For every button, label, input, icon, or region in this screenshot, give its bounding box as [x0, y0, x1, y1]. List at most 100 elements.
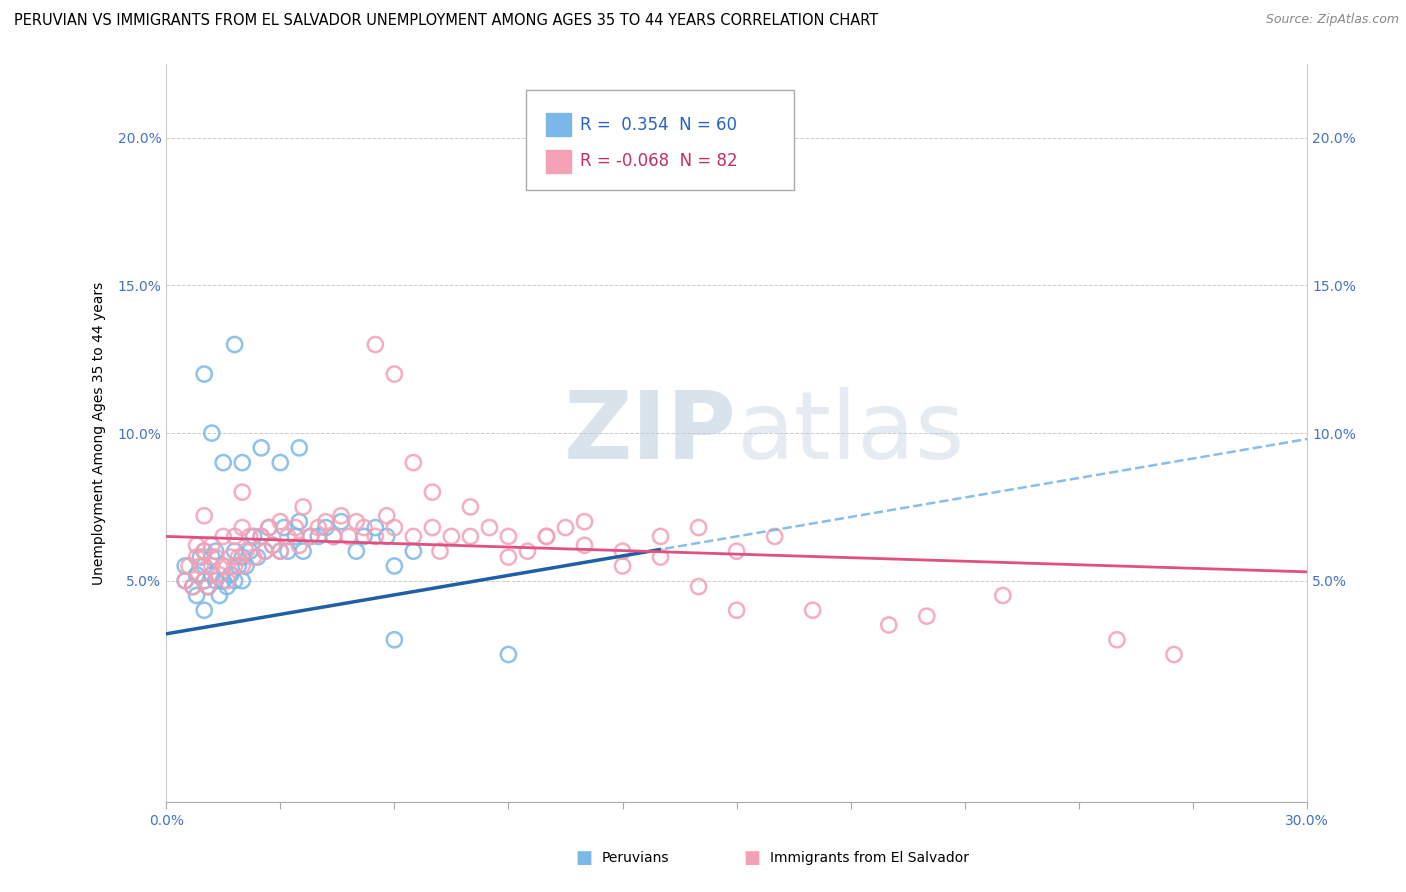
Point [262, 538, 284, 552]
Point [292, 544, 315, 558]
Point [364, 337, 387, 351]
Point [193, 367, 215, 381]
Point [364, 520, 387, 534]
Point [193, 574, 215, 588]
Point [364, 529, 387, 543]
Point [231, 550, 253, 565]
Point [204, 550, 226, 565]
Point [224, 529, 246, 543]
Point [208, 589, 231, 603]
Point [330, 508, 353, 523]
Text: R =  0.354  N = 60: R = 0.354 N = 60 [581, 116, 737, 134]
Point [269, 544, 291, 558]
Point [498, 550, 520, 565]
Point [231, 485, 253, 500]
Point [315, 515, 337, 529]
Point [246, 550, 269, 565]
Point [224, 574, 246, 588]
Point [516, 544, 538, 558]
Point [382, 558, 405, 573]
Point [375, 508, 398, 523]
Point [273, 520, 295, 534]
Point [315, 520, 337, 534]
Point [402, 529, 425, 543]
Point [284, 520, 307, 534]
Point [288, 441, 311, 455]
Point [212, 574, 235, 588]
Point [250, 441, 273, 455]
Point [190, 558, 212, 573]
Point [344, 515, 367, 529]
Point [877, 618, 900, 632]
Point [382, 632, 405, 647]
Text: atlas: atlas [737, 387, 965, 479]
Point [284, 529, 307, 543]
Point [763, 529, 786, 543]
Point [219, 567, 242, 582]
Point [650, 529, 672, 543]
Point [235, 558, 257, 573]
Point [429, 544, 451, 558]
Point [242, 529, 264, 543]
Point [254, 544, 277, 558]
Point [257, 520, 280, 534]
Point [650, 550, 672, 565]
Point [231, 558, 253, 573]
Bar [546, 112, 571, 136]
Point [193, 558, 215, 573]
Point [193, 508, 215, 523]
Point [193, 544, 215, 558]
Point [204, 544, 226, 558]
Point [224, 337, 246, 351]
Point [344, 544, 367, 558]
Point [375, 529, 398, 543]
Point [231, 456, 253, 470]
Point [460, 500, 482, 514]
Point [219, 550, 242, 565]
Point [186, 589, 208, 603]
Text: Immigrants from El Salvador: Immigrants from El Salvador [770, 851, 970, 865]
Text: Source: ZipAtlas.com: Source: ZipAtlas.com [1265, 13, 1399, 27]
Point [498, 529, 520, 543]
Point [250, 529, 273, 543]
Point [382, 520, 405, 534]
Point [460, 529, 482, 543]
Text: R = -0.068  N = 82: R = -0.068 N = 82 [581, 153, 738, 170]
Point [688, 520, 710, 534]
Point [224, 544, 246, 558]
Point [725, 603, 748, 617]
Point [193, 544, 215, 558]
Point [498, 648, 520, 662]
Point [212, 529, 235, 543]
Point [574, 515, 596, 529]
Point [536, 529, 558, 543]
Point [422, 485, 444, 500]
Point [1163, 648, 1185, 662]
Point [201, 567, 224, 582]
Point [725, 544, 748, 558]
Point [330, 515, 353, 529]
Point [228, 558, 250, 573]
Point [231, 574, 253, 588]
Point [239, 529, 262, 543]
Point [1105, 632, 1128, 647]
Point [382, 367, 405, 381]
Point [254, 544, 277, 558]
Point [277, 529, 299, 543]
Point [288, 538, 311, 552]
Point [208, 567, 231, 582]
Point [269, 456, 291, 470]
Point [991, 589, 1014, 603]
Point [337, 529, 360, 543]
Point [193, 574, 215, 588]
Point [201, 558, 224, 573]
Point [402, 544, 425, 558]
Point [299, 529, 322, 543]
Point [322, 529, 344, 543]
Point [204, 574, 226, 588]
Point [801, 603, 824, 617]
Point [181, 580, 204, 594]
Y-axis label: Unemployment Among Ages 35 to 44 years: Unemployment Among Ages 35 to 44 years [93, 282, 107, 585]
Point [201, 538, 224, 552]
Point [269, 544, 291, 558]
